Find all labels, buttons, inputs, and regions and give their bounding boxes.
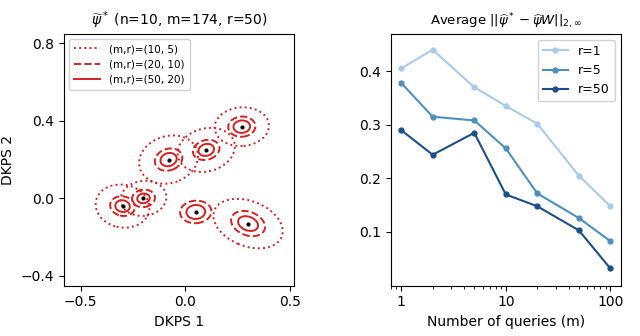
Line: r=50: r=50 (399, 128, 612, 271)
r=1 (575, 174, 582, 178)
r=1 (607, 204, 614, 208)
r=1 (502, 104, 509, 108)
r=5 (575, 216, 582, 220)
r=50 (607, 266, 614, 270)
r=5 (470, 119, 478, 123)
Legend: (m,r)=(10, 5), (m,r)=(20, 10), (m,r)=(50, 20): (m,r)=(10, 5), (m,r)=(20, 10), (m,r)=(50… (69, 39, 189, 90)
r=50 (397, 128, 405, 132)
r=5 (397, 81, 405, 85)
r=5 (429, 115, 436, 119)
r=5 (502, 146, 509, 150)
r=50 (470, 131, 478, 135)
r=5 (533, 192, 541, 196)
r=50 (429, 153, 436, 157)
X-axis label: Number of queries (m): Number of queries (m) (427, 315, 585, 329)
Title: $\widetilde{\psi}^*$ (n=10, m=174, r=50): $\widetilde{\psi}^*$ (n=10, m=174, r=50) (91, 10, 268, 31)
r=5 (607, 239, 614, 243)
r=1 (470, 85, 478, 89)
r=1 (429, 48, 436, 52)
Legend: r=1, r=5, r=50: r=1, r=5, r=50 (538, 40, 614, 101)
Y-axis label: DKPS 2: DKPS 2 (1, 135, 15, 184)
Line: r=1: r=1 (399, 47, 612, 209)
r=1 (397, 67, 405, 71)
r=50 (533, 204, 541, 208)
r=50 (502, 193, 509, 197)
Title: Average $||\widehat{\psi}^* - \widehat{\psi}W||_{2, \infty}$: Average $||\widehat{\psi}^* - \widehat{\… (429, 11, 582, 31)
r=1 (533, 122, 541, 126)
Line: r=5: r=5 (399, 81, 612, 244)
X-axis label: DKPS 1: DKPS 1 (154, 315, 204, 329)
r=50 (575, 228, 582, 233)
